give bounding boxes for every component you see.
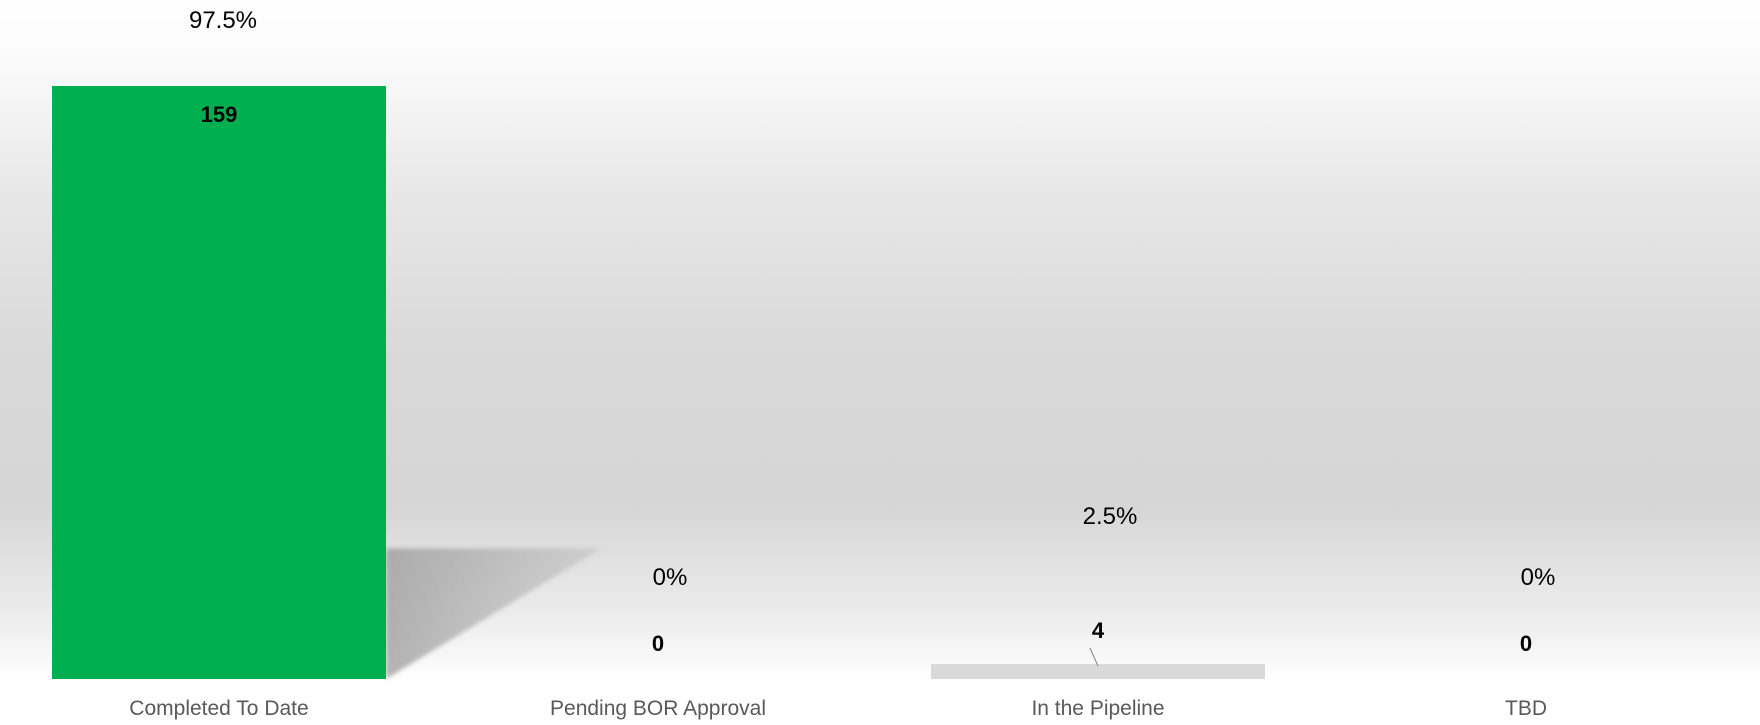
bar-shadows	[386, 548, 601, 679]
percent-label-pending-bor-approval: 0%	[653, 564, 688, 591]
bars	[52, 86, 1265, 679]
category-label-completed-to-date: Completed To Date	[129, 697, 308, 720]
category-label-in-the-pipeline: In the Pipeline	[1031, 697, 1164, 720]
value-label-in-the-pipeline: 4	[1092, 618, 1105, 643]
bar-completed-to-date	[52, 86, 386, 679]
value-label-completed-to-date: 159	[201, 102, 238, 127]
category-label-tbd: TBD	[1505, 697, 1547, 720]
labels: 159 97.5% Completed To Date 0 0% Pending BOR …	[129, 7, 1555, 720]
bar-in-the-pipeline	[931, 664, 1265, 679]
category-label-pending-bor-approval: Pending BOR Approval	[550, 697, 766, 720]
percent-label-completed-to-date: 97.5%	[189, 7, 257, 34]
bar-shadow-completed-to-date	[386, 548, 601, 679]
percent-label-in-the-pipeline: 2.5%	[1083, 503, 1138, 530]
value-label-pending-bor-approval: 0	[652, 631, 664, 656]
leader-line-in-the-pipeline	[1089, 647, 1099, 667]
value-label-tbd: 0	[1520, 631, 1532, 656]
percent-label-tbd: 0%	[1521, 564, 1556, 591]
